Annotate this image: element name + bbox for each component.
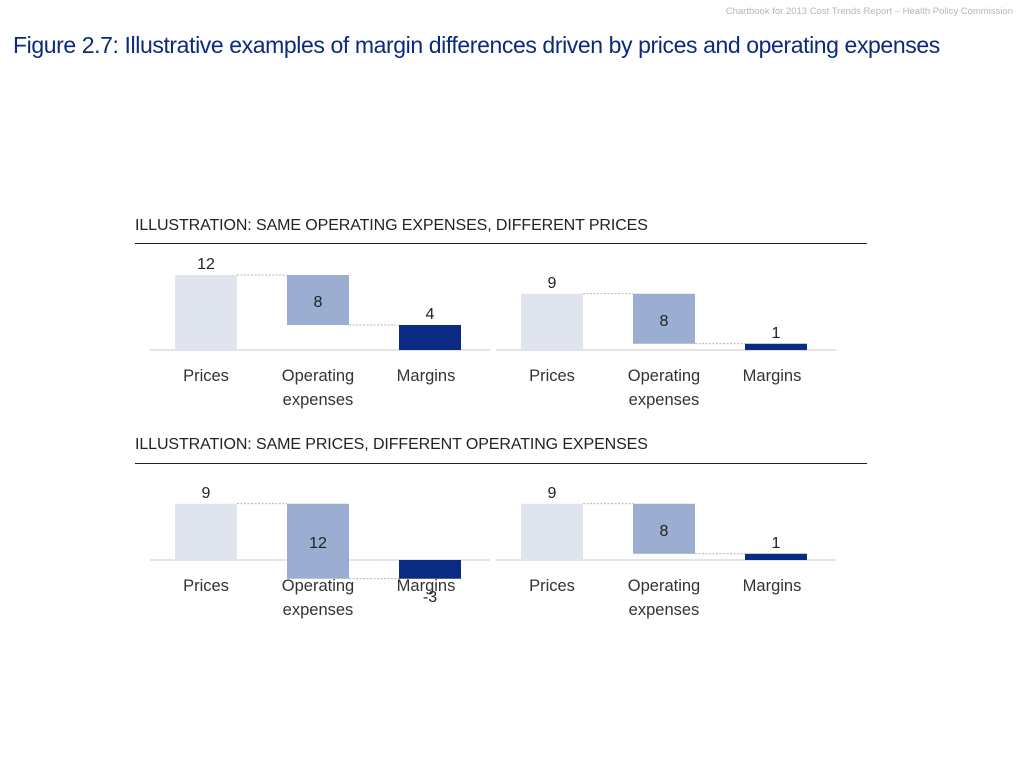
waterfall-chart-4: 9 8 1 Prices Operating expenses Margins	[496, 485, 836, 619]
value-label-margins: -3	[423, 589, 437, 606]
category-label-margins: Margins	[743, 367, 802, 385]
bar-prices	[175, 275, 237, 350]
category-label-operating-expenses: Operating expenses	[628, 367, 700, 409]
bar-margins	[745, 553, 807, 560]
bar-prices	[521, 293, 583, 350]
waterfall-chart-3: 9 12 -3 Prices Operating expenses Margins	[150, 485, 490, 619]
value-label-operating-expenses: 8	[660, 523, 669, 540]
value-label-margins: 1	[772, 325, 781, 342]
value-label-operating-expenses: 8	[660, 313, 669, 330]
bar-prices	[521, 503, 583, 560]
value-label-prices: 9	[548, 275, 557, 292]
value-label-prices: 9	[202, 485, 211, 502]
category-label-operating-expenses: Operating expenses	[282, 367, 354, 409]
category-label-prices: Prices	[529, 367, 575, 385]
category-label-margins: Margins	[743, 577, 802, 595]
bar-operating-expenses	[287, 503, 349, 579]
value-label-margins: 4	[426, 306, 435, 323]
value-label-prices: 9	[548, 485, 557, 502]
bar-operating-expenses	[633, 503, 695, 554]
value-label-margins: 1	[772, 535, 781, 552]
category-label-margins: Margins	[397, 577, 456, 595]
bar-margins	[399, 560, 461, 579]
bar-margins	[399, 325, 461, 350]
value-label-operating-expenses: 12	[309, 535, 327, 552]
section-rule-1	[135, 243, 867, 244]
section-title-same-operating-expenses: ILLUSTRATION: SAME OPERATING EXPENSES, D…	[135, 217, 648, 234]
bar-operating-expenses	[633, 293, 695, 344]
category-label-operating-expenses: Operating expenses	[282, 577, 354, 619]
category-label-operating-expenses: Operating expenses	[628, 577, 700, 619]
value-label-prices: 12	[197, 256, 215, 273]
value-label-operating-expenses: 8	[314, 294, 323, 311]
waterfall-chart-1: 12 8 4 Prices Operating expenses Margins	[150, 256, 490, 409]
category-label-prices: Prices	[183, 367, 229, 385]
category-label-prices: Prices	[529, 577, 575, 595]
section-rule-2	[135, 463, 867, 464]
waterfall-chart-2: 9 8 1 Prices Operating expenses Margins	[496, 275, 836, 409]
section-title-same-prices: ILLUSTRATION: SAME PRICES, DIFFERENT OPE…	[135, 436, 648, 453]
bar-prices	[175, 503, 237, 560]
source-note: Chartbook for 2013 Cost Trends Report – …	[725, 6, 1013, 17]
category-label-prices: Prices	[183, 577, 229, 595]
bar-operating-expenses	[287, 275, 349, 325]
bar-margins	[745, 343, 807, 350]
category-label-margins: Margins	[397, 367, 456, 385]
page-title: Figure 2.7: Illustrative examples of mar…	[13, 32, 940, 58]
